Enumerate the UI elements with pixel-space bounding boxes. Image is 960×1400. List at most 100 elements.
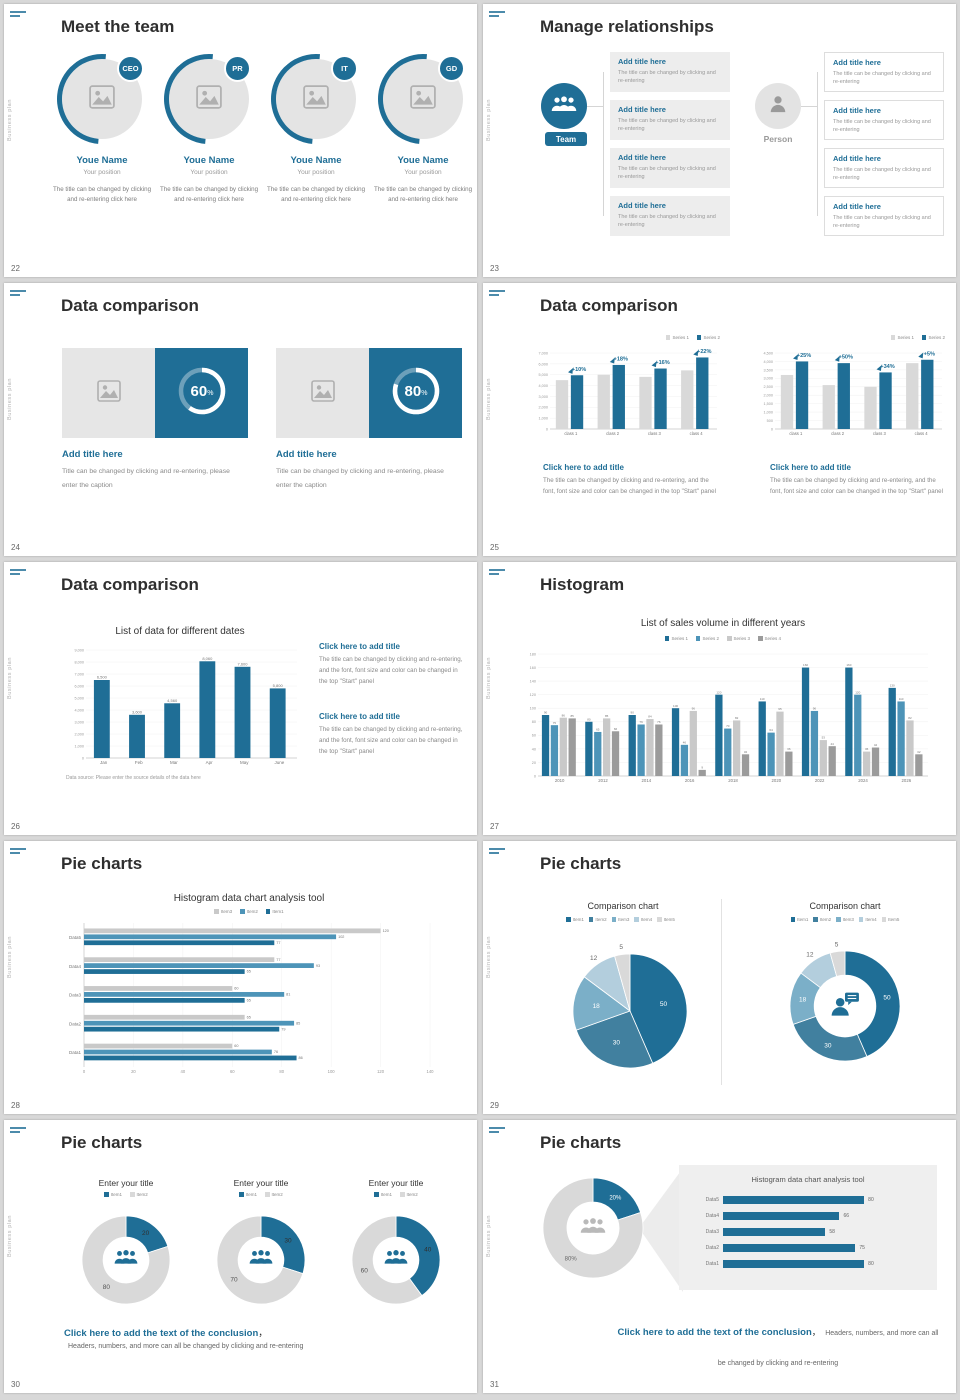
svg-text:81: 81: [286, 993, 290, 997]
svg-text:60: 60: [532, 734, 536, 738]
svg-text:7,600: 7,600: [238, 661, 249, 666]
svg-text:class 4: class 4: [915, 431, 929, 436]
chart-panel: Histogram data chart analysis tool Data5…: [679, 1165, 937, 1290]
svg-text:160: 160: [803, 663, 808, 667]
bar-chart-svg: 0 1,000 2,000 3,000 4,000 5,000 6,000 7,000 clas…: [538, 349, 717, 436]
svg-text:160: 160: [530, 666, 536, 670]
svg-text:60: 60: [361, 1267, 369, 1274]
svg-text:80: 80: [532, 720, 536, 724]
slide-number: 28: [11, 1101, 20, 1110]
panel-bar-label: Data4: [705, 1213, 719, 1219]
slide-manage-relationships[interactable]: Business plan Manage relationships Team …: [483, 4, 956, 277]
team-members-row: CEO Youe Name Your position The title ca…: [50, 55, 475, 205]
slide-horizontal-bars[interactable]: Business plan Pie charts Histogram data …: [4, 841, 477, 1114]
title-box[interactable]: Add title here The title can be changed b…: [610, 52, 730, 92]
brand-mark: [10, 1127, 26, 1133]
svg-text:120: 120: [377, 1069, 385, 1074]
legend-item: Item1: [104, 1192, 122, 1197]
pie-chart-svg: 50 30 18 12 5: [789, 941, 901, 1062]
svg-text:3,500: 3,500: [763, 368, 773, 372]
box-text: The title can be changed by clicking and…: [833, 70, 931, 86]
svg-text:32: 32: [917, 750, 921, 754]
svg-text:May: May: [240, 760, 249, 765]
title-box[interactable]: Add title here The title can be changed b…: [610, 148, 730, 188]
legend-swatch: [881, 917, 887, 922]
brand-mark: [10, 569, 26, 575]
legend-swatch: [657, 917, 662, 922]
svg-text:+25%: +25%: [797, 353, 811, 359]
panel-bar-label: Data1: [705, 1261, 719, 1267]
slide-meet-the-team[interactable]: Business plan Meet the team CEO Youe Nam…: [4, 4, 477, 277]
pie-chart-svg: 20% 80%: [542, 1177, 644, 1279]
title-box[interactable]: Add title here The title can be changed b…: [824, 52, 944, 92]
panel-bar-row: Data2 75: [679, 1240, 937, 1256]
svg-text:+50%: +50%: [839, 355, 853, 361]
panel-bar-label: Data5: [705, 1197, 719, 1203]
slide-histogram[interactable]: Business plan Histogram List of sales vo…: [483, 562, 956, 835]
title-box[interactable]: Add title here The title can be changed b…: [610, 196, 730, 236]
role-badge: GD: [438, 55, 465, 82]
title-box[interactable]: Add title here The title can be changed b…: [824, 196, 944, 236]
page-title: Data comparison: [61, 575, 199, 594]
svg-text:1,000: 1,000: [74, 744, 84, 748]
connector-line: [603, 72, 604, 216]
legend-item: Item4: [634, 917, 652, 922]
svg-text:2020: 2020: [772, 778, 782, 783]
slide-donut-panel[interactable]: Business plan Pie charts 20% 80% Histogra…: [483, 1120, 956, 1393]
percent-panel: 60%: [155, 348, 248, 438]
side-label: Business plan: [486, 1215, 492, 1258]
donut-chart: 50 30 18 12 5: [775, 936, 915, 1081]
people-icon: [248, 1249, 274, 1270]
svg-text:80: 80: [279, 1069, 284, 1074]
title-box[interactable]: Add title here The title can be changed b…: [824, 148, 944, 188]
pie-chart: 50 30 18 12 5: [560, 941, 700, 1086]
title-box[interactable]: Add title here The title can be changed b…: [610, 100, 730, 140]
panel-bar-row: Data1 80: [679, 1256, 937, 1272]
page-title: Manage relationships: [540, 17, 714, 36]
slide-number: 22: [11, 264, 20, 273]
svg-text:4,000: 4,000: [538, 384, 548, 388]
slide-data-comparison-donuts[interactable]: Business plan Data comparison 60% Add ti…: [4, 283, 477, 556]
svg-text:120: 120: [530, 693, 536, 697]
svg-text:50: 50: [883, 994, 891, 1001]
svg-text:120: 120: [855, 690, 860, 694]
member-description: The title can be changed by clicking and…: [266, 186, 366, 203]
person-label: Person: [763, 134, 793, 144]
team-label: Team: [545, 132, 587, 146]
svg-text:Data2: Data2: [69, 1021, 82, 1026]
legend-item: Item2: [400, 1192, 418, 1197]
svg-text:77: 77: [276, 941, 280, 945]
svg-text:500: 500: [767, 419, 773, 423]
legend-swatch: [611, 917, 617, 922]
slide-data-comparison-monthly[interactable]: Business plan Data comparison List of da…: [4, 562, 477, 835]
svg-text:46: 46: [683, 740, 687, 744]
pie-chart-svg: 50 30 18 12 5: [572, 944, 688, 1069]
percent-ring: 60%: [170, 359, 234, 428]
svg-text:3,000: 3,000: [74, 720, 84, 724]
role-badge: PR: [224, 55, 251, 82]
legend-item: Item2: [240, 909, 258, 914]
side-label: Business plan: [486, 657, 492, 700]
svg-text:30: 30: [613, 1039, 621, 1046]
svg-text:60: 60: [230, 1069, 235, 1074]
svg-text:12: 12: [806, 952, 814, 959]
slide-three-donuts[interactable]: Business plan Pie charts Enter your titl…: [4, 1120, 477, 1393]
svg-text:4,560: 4,560: [167, 698, 178, 703]
svg-text:2012: 2012: [598, 778, 608, 783]
legend-item: Item1: [790, 917, 808, 922]
legend-item: Series 1: [890, 335, 914, 340]
people-icon: [579, 1217, 607, 1240]
svg-text:2010: 2010: [555, 778, 565, 783]
svg-text:8,000: 8,000: [74, 660, 84, 664]
svg-text:4,000: 4,000: [763, 360, 773, 364]
slide-data-comparison-bars[interactable]: Business plan Data comparison Series 1 Se…: [483, 283, 956, 556]
slide-number: 23: [490, 264, 499, 273]
svg-text:82: 82: [908, 716, 912, 720]
title-box[interactable]: Add title here The title can be changed b…: [824, 100, 944, 140]
panel-bar-value: 66: [843, 1213, 850, 1219]
conclusion-separator: ，: [258, 1328, 268, 1339]
box-text: The title can be changed by clicking and…: [618, 213, 716, 229]
panel-bar: [723, 1196, 865, 1204]
slide-pie-comparison[interactable]: Business plan Pie charts Comparison char…: [483, 841, 956, 1114]
